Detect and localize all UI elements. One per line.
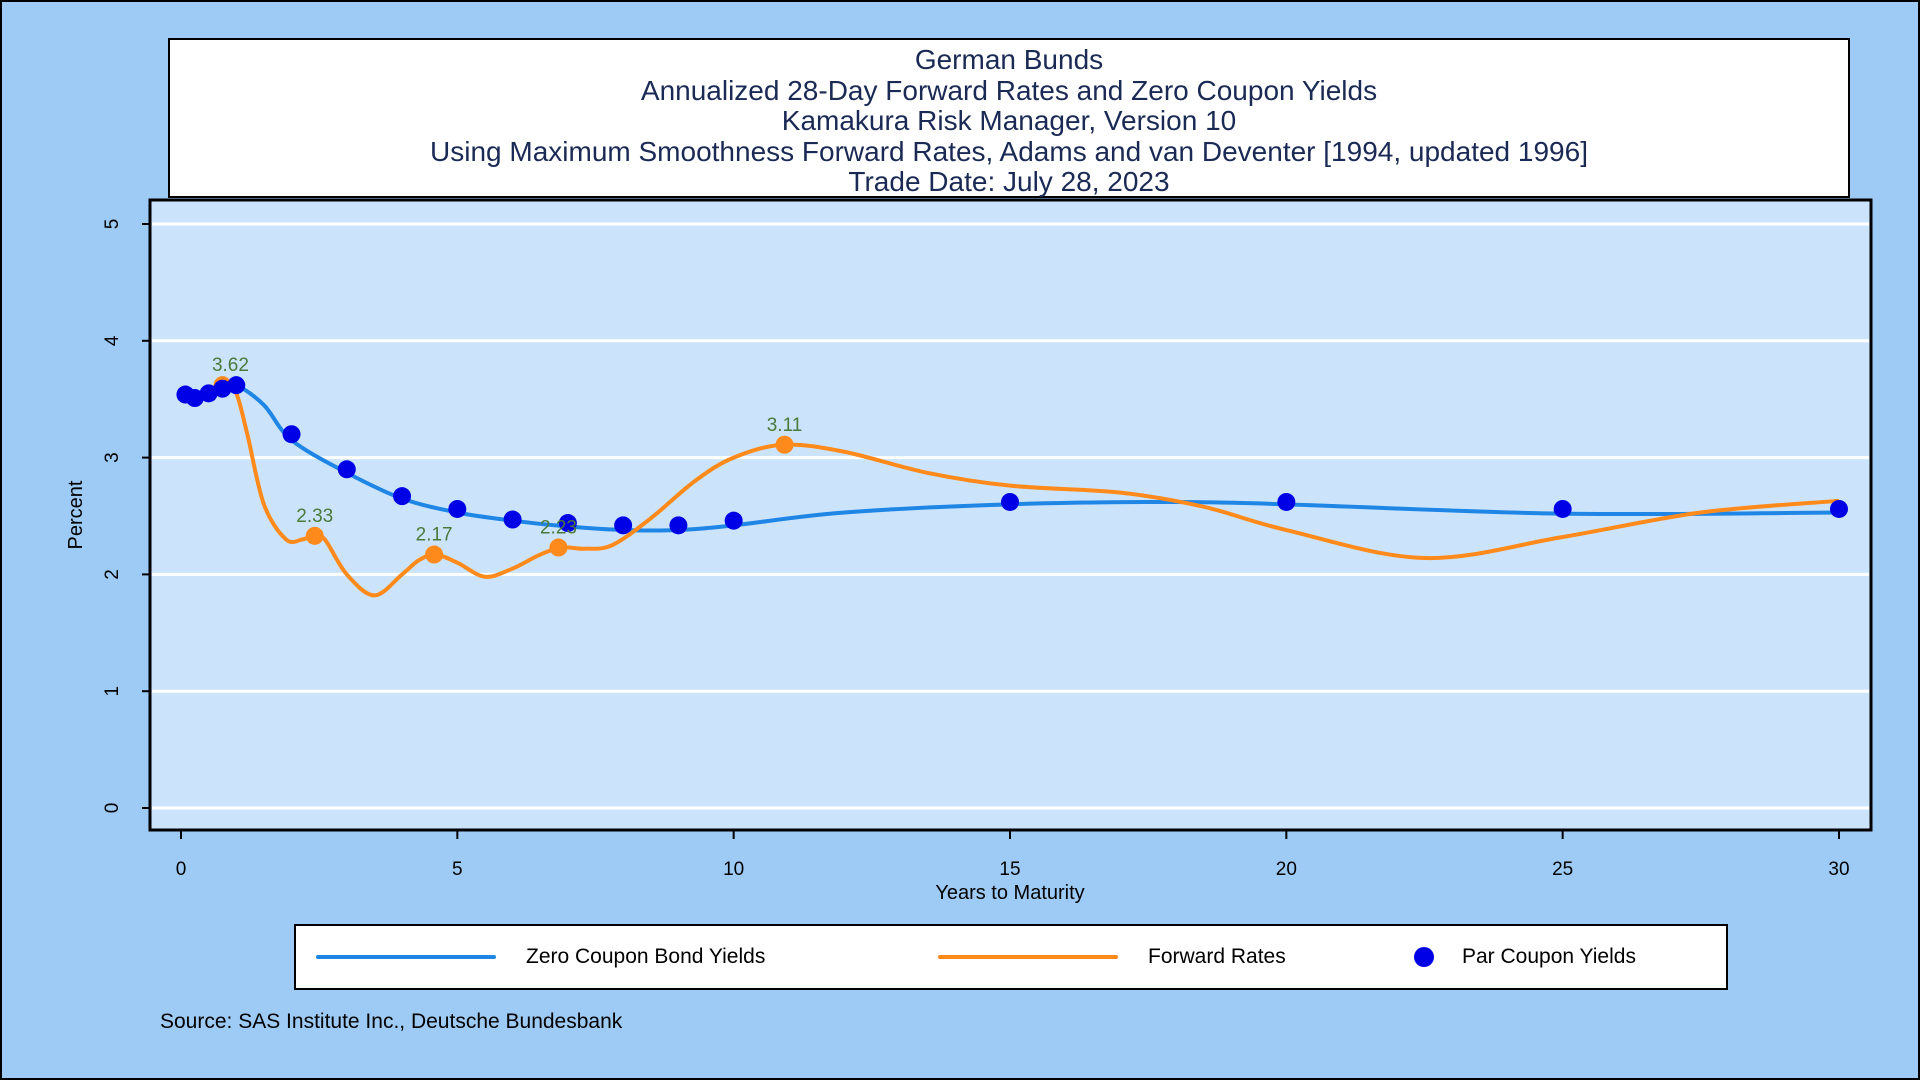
par-point-9 <box>503 510 522 529</box>
forward-data-label-1: 2.33 <box>296 506 333 527</box>
y-tick-label-1: 1 <box>102 686 123 697</box>
chart-title: German Bunds <box>914 44 1104 75</box>
y-axis-label: Percent <box>65 480 87 549</box>
legend-forward-swatch <box>938 955 1118 959</box>
legend-zero-swatch <box>316 955 496 959</box>
par-point-5 <box>282 425 301 444</box>
forward-marker-4 <box>775 435 794 454</box>
chart-title-box: German Bunds Annualized 28-Day Forward R… <box>168 38 1850 198</box>
legend-par-swatch <box>1414 947 1434 967</box>
legend-item-par: Par Coupon Yields <box>1414 926 1636 988</box>
source-note: Source: SAS Institute Inc., Deutsche Bun… <box>160 1010 623 1033</box>
x-tick-label-25: 25 <box>1552 859 1573 880</box>
x-axis-label: Years to Maturity <box>935 882 1084 904</box>
par-point-1 <box>185 389 204 408</box>
x-tick-label-0: 0 <box>176 859 187 880</box>
y-tick-label-5: 5 <box>102 219 123 230</box>
y-tick-label-0: 0 <box>102 803 123 814</box>
x-tick-label-10: 10 <box>723 859 744 880</box>
legend-zero-label: Zero Coupon Bond Yields <box>526 945 766 968</box>
legend-par-label: Par Coupon Yields <box>1462 945 1636 968</box>
par-point-12 <box>669 516 688 535</box>
par-point-11 <box>614 516 633 535</box>
y-tick-label-4: 4 <box>102 335 123 346</box>
x-tick-label-30: 30 <box>1828 859 1849 880</box>
x-tick-label-20: 20 <box>1276 859 1297 880</box>
par-point-17 <box>1830 499 1848 518</box>
par-point-15 <box>1277 492 1296 511</box>
x-tick-label-5: 5 <box>452 859 463 880</box>
forward-marker-2 <box>425 545 444 564</box>
chart-subtitle-software: Kamakura Risk Manager, Version 10 <box>781 105 1237 136</box>
y-tick-label-3: 3 <box>102 452 123 463</box>
x-tick-label-15: 15 <box>999 859 1020 880</box>
forward-data-label-3: 2.23 <box>540 518 577 539</box>
forward-data-label-2: 2.17 <box>416 525 453 546</box>
par-point-4 <box>227 376 246 395</box>
forward-data-label-4: 3.11 <box>767 415 803 436</box>
par-point-7 <box>393 487 412 506</box>
par-point-13 <box>724 511 743 530</box>
par-point-14 <box>1001 492 1019 511</box>
legend-item-zero: Zero Coupon Bond Yields <box>316 926 765 988</box>
par-point-10 <box>558 514 577 533</box>
forward-data-label-0: 3.62 <box>212 355 249 376</box>
legend-item-forward: Forward Rates <box>938 926 1286 988</box>
par-point-16 <box>1553 499 1572 518</box>
forward-marker-1 <box>305 526 324 545</box>
par-point-2 <box>199 384 218 403</box>
y-tick-label-2: 2 <box>102 569 123 580</box>
chart-subtitle-method: Using Maximum Smoothness Forward Rates, … <box>430 135 1588 167</box>
legend: Zero Coupon Bond Yields Forward Rates Pa… <box>294 924 1728 990</box>
par-point-6 <box>337 460 356 479</box>
par-point-8 <box>448 499 467 518</box>
chart-subtitle: Annualized 28-Day Forward Rates and Zero… <box>640 74 1378 106</box>
par-point-3 <box>213 379 232 398</box>
forward-marker-3 <box>549 538 568 557</box>
chart-trade-date: Trade Date: July 28, 2023 <box>848 166 1170 197</box>
legend-forward-label: Forward Rates <box>1148 945 1286 968</box>
